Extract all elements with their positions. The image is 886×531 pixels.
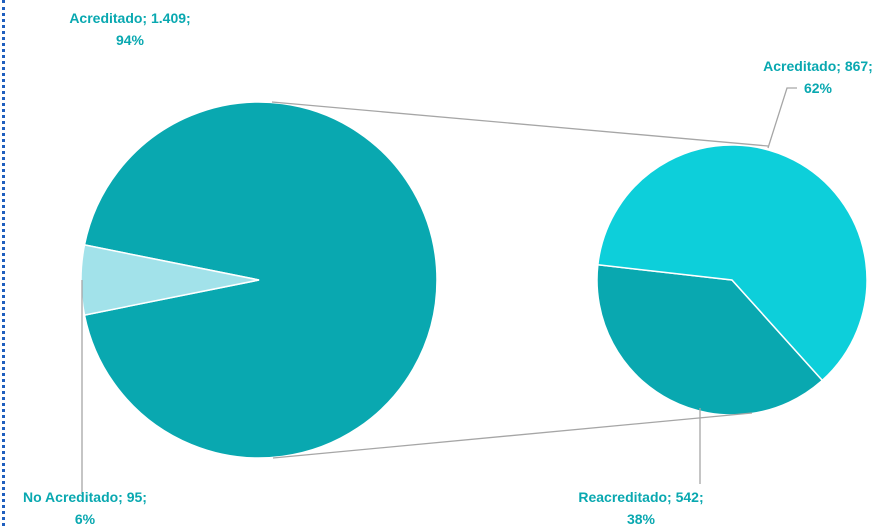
pie-slice-no-acreditado (80, 244, 260, 316)
frame-border-left (2, 0, 5, 526)
data-label-acreditado: Acreditado; 1.409; 94% (69, 10, 190, 48)
data-label-no-acreditado: No Acreditado; 95; 6% (23, 489, 147, 526)
leader-line-acreditado-sub (767, 87, 797, 149)
pie-slice-reacreditado (596, 263, 824, 416)
connector-line-top (271, 101, 769, 147)
pie-slice-acreditado (83, 101, 438, 459)
data-label-reacreditado: Reacreditado; 542; 38% (578, 489, 703, 526)
pie-slice-acreditado-sub (597, 144, 868, 382)
connector-line-bottom (272, 412, 753, 459)
data-label-acreditado-sub: Acreditado; 867; 62% (763, 58, 873, 96)
